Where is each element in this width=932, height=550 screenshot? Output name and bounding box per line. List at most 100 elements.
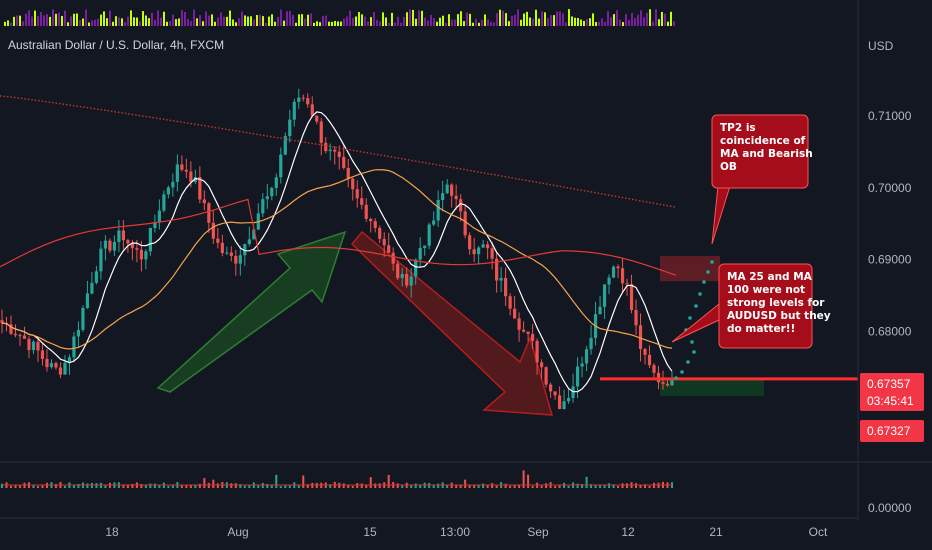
last-price-tag	[860, 373, 924, 411]
candle-body	[602, 284, 607, 307]
candle-body	[36, 341, 40, 351]
activity-bar	[172, 14, 174, 26]
candle-body	[611, 266, 616, 278]
activity-bar	[457, 14, 459, 26]
activity-bar	[184, 11, 186, 26]
volume-bar	[558, 485, 561, 488]
activity-bar	[574, 17, 576, 26]
candle-body	[566, 398, 571, 402]
bullish-arrow	[156, 230, 347, 393]
activity-bar	[31, 16, 33, 26]
candle-body	[58, 367, 63, 375]
candle-body	[301, 97, 305, 99]
volume-bar	[554, 485, 557, 488]
bearish-ob-zone	[660, 256, 720, 282]
candle-body	[463, 211, 467, 236]
candle-body	[319, 121, 323, 143]
callout-line: MA 25 and MA	[727, 271, 813, 283]
activity-bar	[379, 21, 381, 26]
volume-bar	[86, 483, 89, 488]
volume-bar	[468, 484, 471, 488]
activity-bar	[145, 15, 147, 26]
activity-bar	[466, 12, 468, 26]
volume-bar	[167, 485, 170, 488]
candle-body	[557, 395, 562, 410]
candle-body	[490, 248, 494, 259]
activity-bar	[568, 9, 570, 27]
volume-bar	[95, 483, 98, 488]
volume-bar	[635, 483, 638, 488]
candle-body	[499, 277, 503, 281]
activity-bar	[481, 19, 483, 26]
activity-bar	[544, 12, 546, 26]
price-tick-label: 0.69000	[868, 253, 912, 267]
activity-bar	[328, 21, 330, 26]
activity-bar	[37, 16, 39, 26]
activity-bar	[115, 16, 117, 26]
activity-bar	[595, 22, 597, 26]
candle-body	[54, 363, 58, 368]
volume-bar	[216, 483, 219, 488]
activity-bar	[262, 16, 264, 26]
candle-body	[130, 243, 135, 249]
volume-bar	[473, 485, 476, 488]
activity-bar	[397, 16, 399, 26]
activity-bar	[529, 17, 531, 26]
volume-bar	[122, 484, 125, 488]
candle-body	[535, 340, 539, 363]
activity-bar	[109, 10, 111, 26]
volume-bar	[504, 483, 507, 488]
activity-bar	[25, 13, 27, 26]
volume-bar	[567, 485, 570, 488]
candle-body	[328, 149, 332, 152]
activity-bar	[385, 17, 387, 26]
activity-bar	[622, 22, 624, 26]
candle-body	[643, 349, 647, 355]
candle-body	[202, 199, 206, 204]
activity-bar	[190, 21, 192, 26]
candle-body	[333, 149, 337, 152]
candle-body	[0, 320, 4, 324]
candle-body	[207, 203, 211, 223]
price-tick-label: 0.70000	[868, 181, 912, 195]
activity-bar	[277, 16, 279, 26]
activity-bar	[478, 22, 480, 26]
candle-body	[166, 187, 170, 195]
callout-line: coincidence of	[720, 135, 806, 147]
candle-body	[360, 198, 364, 205]
activity-bar	[208, 15, 210, 26]
volume-bar	[509, 485, 512, 488]
time-tick-label: Aug	[227, 525, 248, 539]
candle-body	[292, 101, 296, 120]
candle-body	[117, 230, 121, 243]
volume-bar	[365, 485, 368, 488]
activity-bar	[364, 16, 366, 26]
activity-bar	[331, 21, 333, 26]
candle-body	[495, 258, 499, 281]
price-tick-label: 0.71000	[868, 109, 912, 123]
activity-bar	[631, 13, 633, 26]
volume-bar	[356, 483, 359, 488]
ma100-line	[1, 169, 673, 350]
activity-bar	[394, 22, 396, 26]
candle-body	[135, 248, 139, 250]
activity-bar	[217, 17, 219, 26]
candle-body	[544, 367, 548, 385]
candle-body	[103, 240, 108, 249]
activity-bar	[625, 14, 627, 26]
candle-body	[198, 177, 202, 200]
volume-bar	[351, 485, 354, 488]
activity-bar	[436, 21, 438, 26]
volume-bar	[257, 485, 260, 488]
candle-body	[126, 240, 130, 244]
volume-bar	[594, 484, 597, 488]
activity-bar	[88, 22, 90, 26]
candle-body	[607, 277, 611, 285]
activity-bar	[187, 19, 189, 26]
candle-body	[270, 187, 274, 197]
activity-bar	[244, 15, 246, 26]
volume-bar	[576, 483, 579, 488]
